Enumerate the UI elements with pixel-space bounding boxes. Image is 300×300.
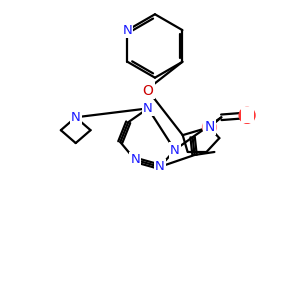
Text: O: O (142, 84, 154, 98)
Text: N: N (130, 153, 140, 167)
Text: N: N (204, 120, 214, 134)
Text: N: N (71, 111, 81, 124)
Text: N: N (155, 160, 165, 173)
Text: O: O (242, 108, 253, 122)
Text: N: N (123, 24, 132, 37)
Text: N: N (143, 102, 153, 115)
Circle shape (239, 107, 255, 123)
Text: N: N (170, 143, 180, 157)
Circle shape (202, 120, 216, 134)
